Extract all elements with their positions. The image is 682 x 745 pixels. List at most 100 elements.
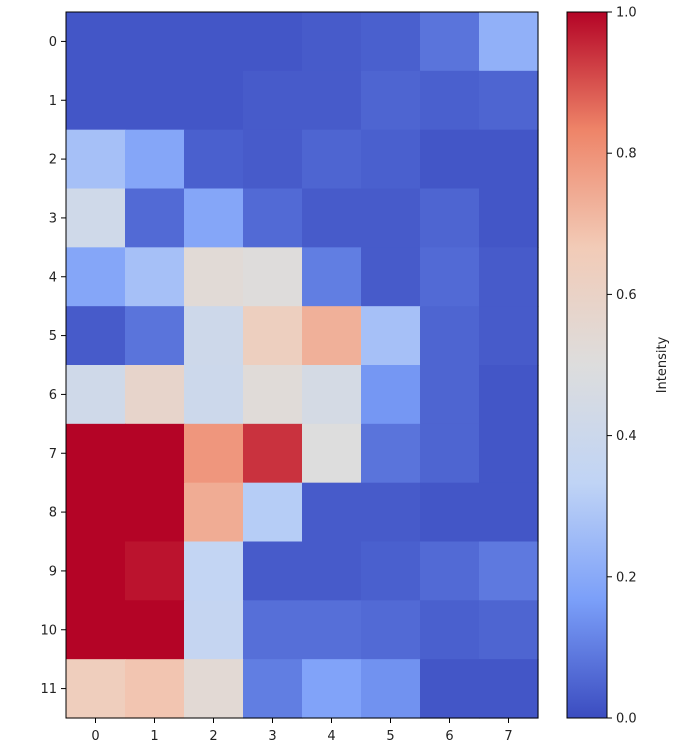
colorbar-ticks: 0.0 0.2 0.4 0.6 0.8 1.0	[607, 6, 637, 727]
heatmap-cell-r0-c1	[125, 12, 185, 72]
heatmap-cell-r6-c0	[66, 365, 126, 425]
heatmap-cell-r9-c7	[479, 541, 539, 601]
heatmap-cell-r3-c3	[243, 188, 303, 248]
heatmap-cell-r1-c1	[125, 70, 185, 131]
heatmap-cell-r0-c5	[361, 12, 421, 72]
heatmap-cell-r10-c2	[184, 600, 244, 660]
heatmap-cell-r5-c5	[361, 306, 421, 366]
heatmap-cell-r10-c7	[479, 600, 539, 660]
heatmap-cell-r7-c4	[302, 423, 362, 484]
heatmap-cell-r2-c6	[420, 129, 480, 190]
heatmap-cell-r10-c3	[243, 600, 303, 660]
heatmap-cell-r7-c6	[420, 423, 480, 484]
y-tick-label: 2	[49, 153, 57, 168]
heatmap-cell-r0-c7	[479, 12, 539, 72]
heatmap-cell-r1-c7	[479, 70, 539, 131]
heatmap-cell-r7-c3	[243, 423, 303, 484]
x-tick-label: 5	[386, 729, 394, 744]
heatmap-cell-r2-c3	[243, 129, 303, 190]
y-tick-label: 4	[49, 270, 57, 285]
y-tick-label: 0	[49, 35, 57, 50]
heatmap-cell-r3-c5	[361, 188, 421, 248]
heatmap-cell-r8-c4	[302, 482, 362, 543]
y-tick-label: 3	[49, 211, 57, 226]
heatmap-cell-r7-c0	[66, 423, 126, 484]
heatmap-cell-r4-c7	[479, 247, 539, 307]
heatmap-cell-r9-c1	[125, 541, 185, 601]
heatmap-cell-r8-c2	[184, 482, 244, 543]
heatmap-cell-r1-c4	[302, 70, 362, 131]
heatmap-cell-r5-c1	[125, 306, 185, 366]
heatmap-cell-r7-c1	[125, 423, 185, 484]
x-tick-label: 4	[327, 729, 335, 744]
y-tick-label: 10	[40, 623, 57, 638]
heatmap-cell-r1-c6	[420, 70, 480, 131]
y-tick-label: 8	[49, 506, 57, 521]
x-tick-label: 1	[150, 729, 158, 744]
heatmap-cell-r5-c2	[184, 306, 244, 366]
heatmap-cell-r10-c5	[361, 600, 421, 660]
x-tick-label: 2	[209, 729, 217, 744]
heatmap-cell-r6-c5	[361, 365, 421, 425]
heatmap-cell-r11-c6	[420, 659, 480, 719]
heatmap-cell-r11-c5	[361, 659, 421, 719]
plot-frame	[65, 11, 539, 719]
x-tick-label: 7	[504, 729, 512, 744]
heatmap-cell-r9-c3	[243, 541, 303, 601]
heatmap-cell-r10-c1	[125, 600, 185, 660]
x-axis-ticks: 0 1 2 3 4 5 6 7	[91, 718, 513, 744]
heatmap-cell-r7-c2	[184, 423, 244, 484]
heatmap-cell-r1-c2	[184, 70, 244, 131]
heatmap-cell-r7-c5	[361, 423, 421, 484]
heatmap-cell-r5-c3	[243, 306, 303, 366]
heatmap-cell-r0-c6	[420, 12, 480, 72]
colorbar-label: Intensity	[655, 336, 670, 393]
heatmap-cell-r8-c0	[66, 482, 126, 543]
heatmap-cell-r8-c1	[125, 482, 185, 543]
heatmap-cell-r4-c6	[420, 247, 480, 307]
heatmap-cell-r2-c5	[361, 129, 421, 190]
heatmap-cell-r1-c3	[243, 70, 303, 131]
heatmap-cell-r7-c7	[479, 423, 539, 484]
heatmap-cell-r3-c4	[302, 188, 362, 248]
heatmap-cell-r2-c0	[66, 129, 126, 190]
heatmap-cell-r9-c0	[66, 541, 126, 601]
heatmap-cell-r4-c5	[361, 247, 421, 307]
heatmap-cell-r6-c4	[302, 365, 362, 425]
heatmap-cell-r10-c6	[420, 600, 480, 660]
colorbar-tick-label: 1.0	[616, 6, 637, 21]
heatmap-cell-r4-c0	[66, 247, 126, 307]
y-tick-label: 11	[40, 682, 57, 697]
x-tick-label: 0	[91, 729, 99, 744]
y-tick-label: 7	[49, 447, 57, 462]
colorbar-tick-label: 0.6	[616, 288, 637, 303]
colorbar-tick-label: 0.2	[616, 570, 637, 585]
heatmap-cell-r0-c2	[184, 12, 244, 72]
heatmap-cell-r6-c3	[243, 365, 303, 425]
heatmap-cell-r5-c7	[479, 306, 539, 366]
heatmap-cell-r5-c6	[420, 306, 480, 366]
heatmap-cell-r3-c6	[420, 188, 480, 248]
heatmap-cell-r4-c4	[302, 247, 362, 307]
heatmap-cell-r9-c4	[302, 541, 362, 601]
heatmap-cell-r11-c3	[243, 659, 303, 719]
heatmap-cell-r9-c6	[420, 541, 480, 601]
heatmap-cells	[66, 12, 539, 719]
heatmap-cell-r6-c2	[184, 365, 244, 425]
heatmap-cell-r9-c2	[184, 541, 244, 601]
x-tick-label: 3	[268, 729, 276, 744]
heatmap-cell-r8-c7	[479, 482, 539, 543]
y-axis-ticks: 0 1 2 3 4 5 6 7 8 9 10 11	[40, 35, 66, 697]
heatmap-cell-r11-c1	[125, 659, 185, 719]
heatmap-cell-r1-c5	[361, 70, 421, 131]
heatmap-cell-r2-c1	[125, 129, 185, 190]
heatmap-cell-r3-c0	[66, 188, 126, 248]
heatmap-cell-r5-c0	[66, 306, 126, 366]
heatmap-cell-r11-c7	[479, 659, 539, 719]
colorbar-tick-label: 0.8	[616, 147, 637, 162]
colorbar	[566, 11, 608, 719]
y-tick-label: 9	[49, 564, 57, 579]
heatmap-cell-r6-c7	[479, 365, 539, 425]
heatmap-cell-r10-c0	[66, 600, 126, 660]
